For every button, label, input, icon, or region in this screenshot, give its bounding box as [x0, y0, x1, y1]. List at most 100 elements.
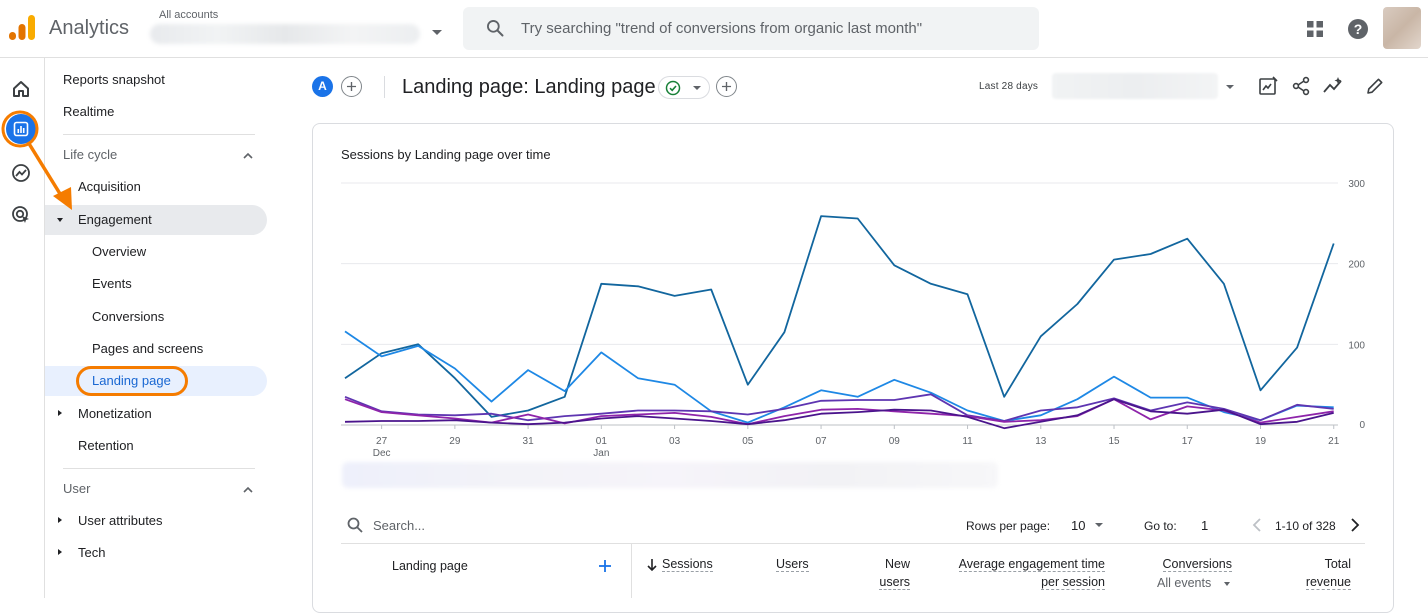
nav-section-user[interactable]: User: [45, 474, 267, 504]
series-line-5[interactable]: [344, 398, 1334, 430]
account-dropdown-icon[interactable]: [432, 30, 442, 35]
x-tick-label: 11: [962, 436, 973, 447]
insights-icon[interactable]: [1323, 76, 1343, 96]
nav-user-attributes[interactable]: User attributes: [45, 506, 267, 536]
y-tick-label: 300: [1348, 179, 1365, 190]
x-tick-label: 31: [523, 436, 535, 447]
top-bar: Analytics All accounts Try searching "tr…: [0, 0, 1428, 58]
chevron-down-icon[interactable]: [1095, 523, 1103, 527]
y-tick-label: 200: [1348, 260, 1365, 271]
nav-events[interactable]: Events: [92, 276, 132, 291]
report-nav: Reports snapshot Realtime Life cycle Acq…: [45, 58, 291, 598]
chevron-down-icon[interactable]: [1224, 582, 1230, 586]
col-header-new-users[interactable]: New users: [879, 557, 910, 590]
chevron-right-icon[interactable]: [1349, 517, 1361, 533]
rows-per-page-select[interactable]: 10: [1071, 518, 1086, 533]
x-tick-label: 29: [449, 436, 461, 447]
report-status-chip[interactable]: [658, 76, 710, 99]
nav-engagement[interactable]: Engagement: [45, 205, 267, 235]
search-icon: [347, 517, 363, 533]
sort-descending-icon[interactable]: [646, 558, 658, 572]
table-column-divider: [631, 544, 632, 598]
goto-input[interactable]: 1: [1201, 518, 1209, 533]
series-line-1[interactable]: [344, 215, 1335, 418]
expand-icon: [57, 218, 63, 222]
date-range-label: Last 28 days: [979, 81, 1039, 92]
table-search-input[interactable]: Search...: [373, 518, 426, 533]
analytics-logo-icon[interactable]: [8, 14, 36, 42]
nav-section-lifecycle[interactable]: Life cycle: [45, 140, 267, 170]
x-tick-label: 03: [669, 436, 681, 447]
edit-pencil-icon[interactable]: [1365, 76, 1385, 96]
app-name: Analytics: [49, 17, 130, 39]
apps-grid-icon[interactable]: [1305, 19, 1325, 39]
add-dimension-icon[interactable]: [598, 559, 612, 573]
add-comparison-icon[interactable]: [341, 76, 362, 97]
x-tick-label: 01: [596, 436, 608, 447]
x-tick-label: 05: [742, 436, 754, 447]
highlight-ring: [76, 366, 188, 396]
nav-acquisition[interactable]: Acquisition: [78, 179, 141, 194]
annotation-arrow: [1, 110, 72, 210]
col-header-avg-engagement[interactable]: Average engagement time per session: [958, 557, 1105, 590]
chart-series: [344, 215, 1335, 430]
nav-divider: [63, 134, 255, 135]
x-tick-label: 09: [889, 436, 901, 447]
x-tick-sublabel: Jan: [593, 448, 609, 459]
x-tick-label: 21: [1328, 436, 1340, 447]
reports-icon[interactable]: [6, 114, 36, 144]
explore-icon[interactable]: [6, 158, 36, 188]
nav-reports-snapshot[interactable]: Reports snapshot: [63, 72, 165, 87]
collapsed-icon: [58, 517, 62, 523]
chart-gridlines: [341, 182, 1338, 426]
home-icon[interactable]: [6, 74, 36, 104]
nav-pages-and-screens[interactable]: Pages and screens: [92, 341, 204, 356]
nav-divider: [63, 468, 255, 469]
search-input[interactable]: Try searching "trend of conversions from…: [521, 20, 923, 37]
conversions-event-select[interactable]: All events: [1157, 576, 1212, 590]
help-icon[interactable]: ?: [1347, 18, 1369, 40]
series-line-3[interactable]: [344, 393, 1334, 422]
date-range-picker[interactable]: [1052, 73, 1218, 99]
col-header-landing-page[interactable]: Landing page: [392, 559, 468, 573]
x-tick-label: 07: [815, 436, 827, 447]
series-line-2[interactable]: [344, 330, 1334, 424]
nav-tech[interactable]: Tech: [45, 538, 267, 568]
account-label: All accounts: [159, 9, 219, 21]
chart-y-ticks: 300 200 100 0: [1348, 179, 1365, 431]
account-selector[interactable]: [150, 24, 420, 44]
y-tick-label: 100: [1348, 340, 1365, 351]
x-tick-label: 13: [1035, 436, 1047, 447]
advertising-icon[interactable]: [6, 200, 36, 230]
segment-a-badge[interactable]: A: [312, 76, 333, 97]
check-circle-icon: [665, 80, 681, 96]
chart-legend: [342, 462, 998, 488]
search-bar[interactable]: Try searching "trend of conversions from…: [463, 7, 1039, 50]
chevron-left-icon[interactable]: [1251, 517, 1263, 533]
y-tick-label: 0: [1359, 420, 1365, 431]
goto-label: Go to:: [1144, 519, 1177, 533]
x-tick-label: 15: [1108, 436, 1120, 447]
customize-report-icon[interactable]: [1258, 76, 1278, 96]
chart-title: Sessions by Landing page over time: [341, 147, 551, 162]
date-dropdown-icon[interactable]: [1226, 85, 1234, 89]
col-header-users[interactable]: Users: [776, 557, 809, 572]
chevron-up-icon: [243, 486, 253, 493]
nav-realtime[interactable]: Realtime: [63, 104, 115, 119]
add-filter-icon[interactable]: [716, 76, 737, 97]
nav-overview[interactable]: Overview: [92, 244, 147, 259]
col-header-total-revenue[interactable]: Total revenue: [1305, 557, 1351, 590]
avatar[interactable]: [1383, 7, 1421, 49]
nav-conversions[interactable]: Conversions: [92, 309, 165, 324]
page-range: 1-10 of 328: [1275, 519, 1336, 533]
search-icon: [487, 20, 504, 37]
col-header-sessions[interactable]: Sessions: [662, 557, 713, 572]
nav-monetization[interactable]: Monetization: [45, 399, 267, 429]
rows-per-page-label: Rows per page:: [966, 519, 1051, 533]
chevron-down-icon: [693, 86, 701, 90]
share-icon[interactable]: [1291, 76, 1311, 96]
col-header-conversions[interactable]: Conversions: [1162, 557, 1232, 572]
nav-retention[interactable]: Retention: [78, 438, 134, 453]
